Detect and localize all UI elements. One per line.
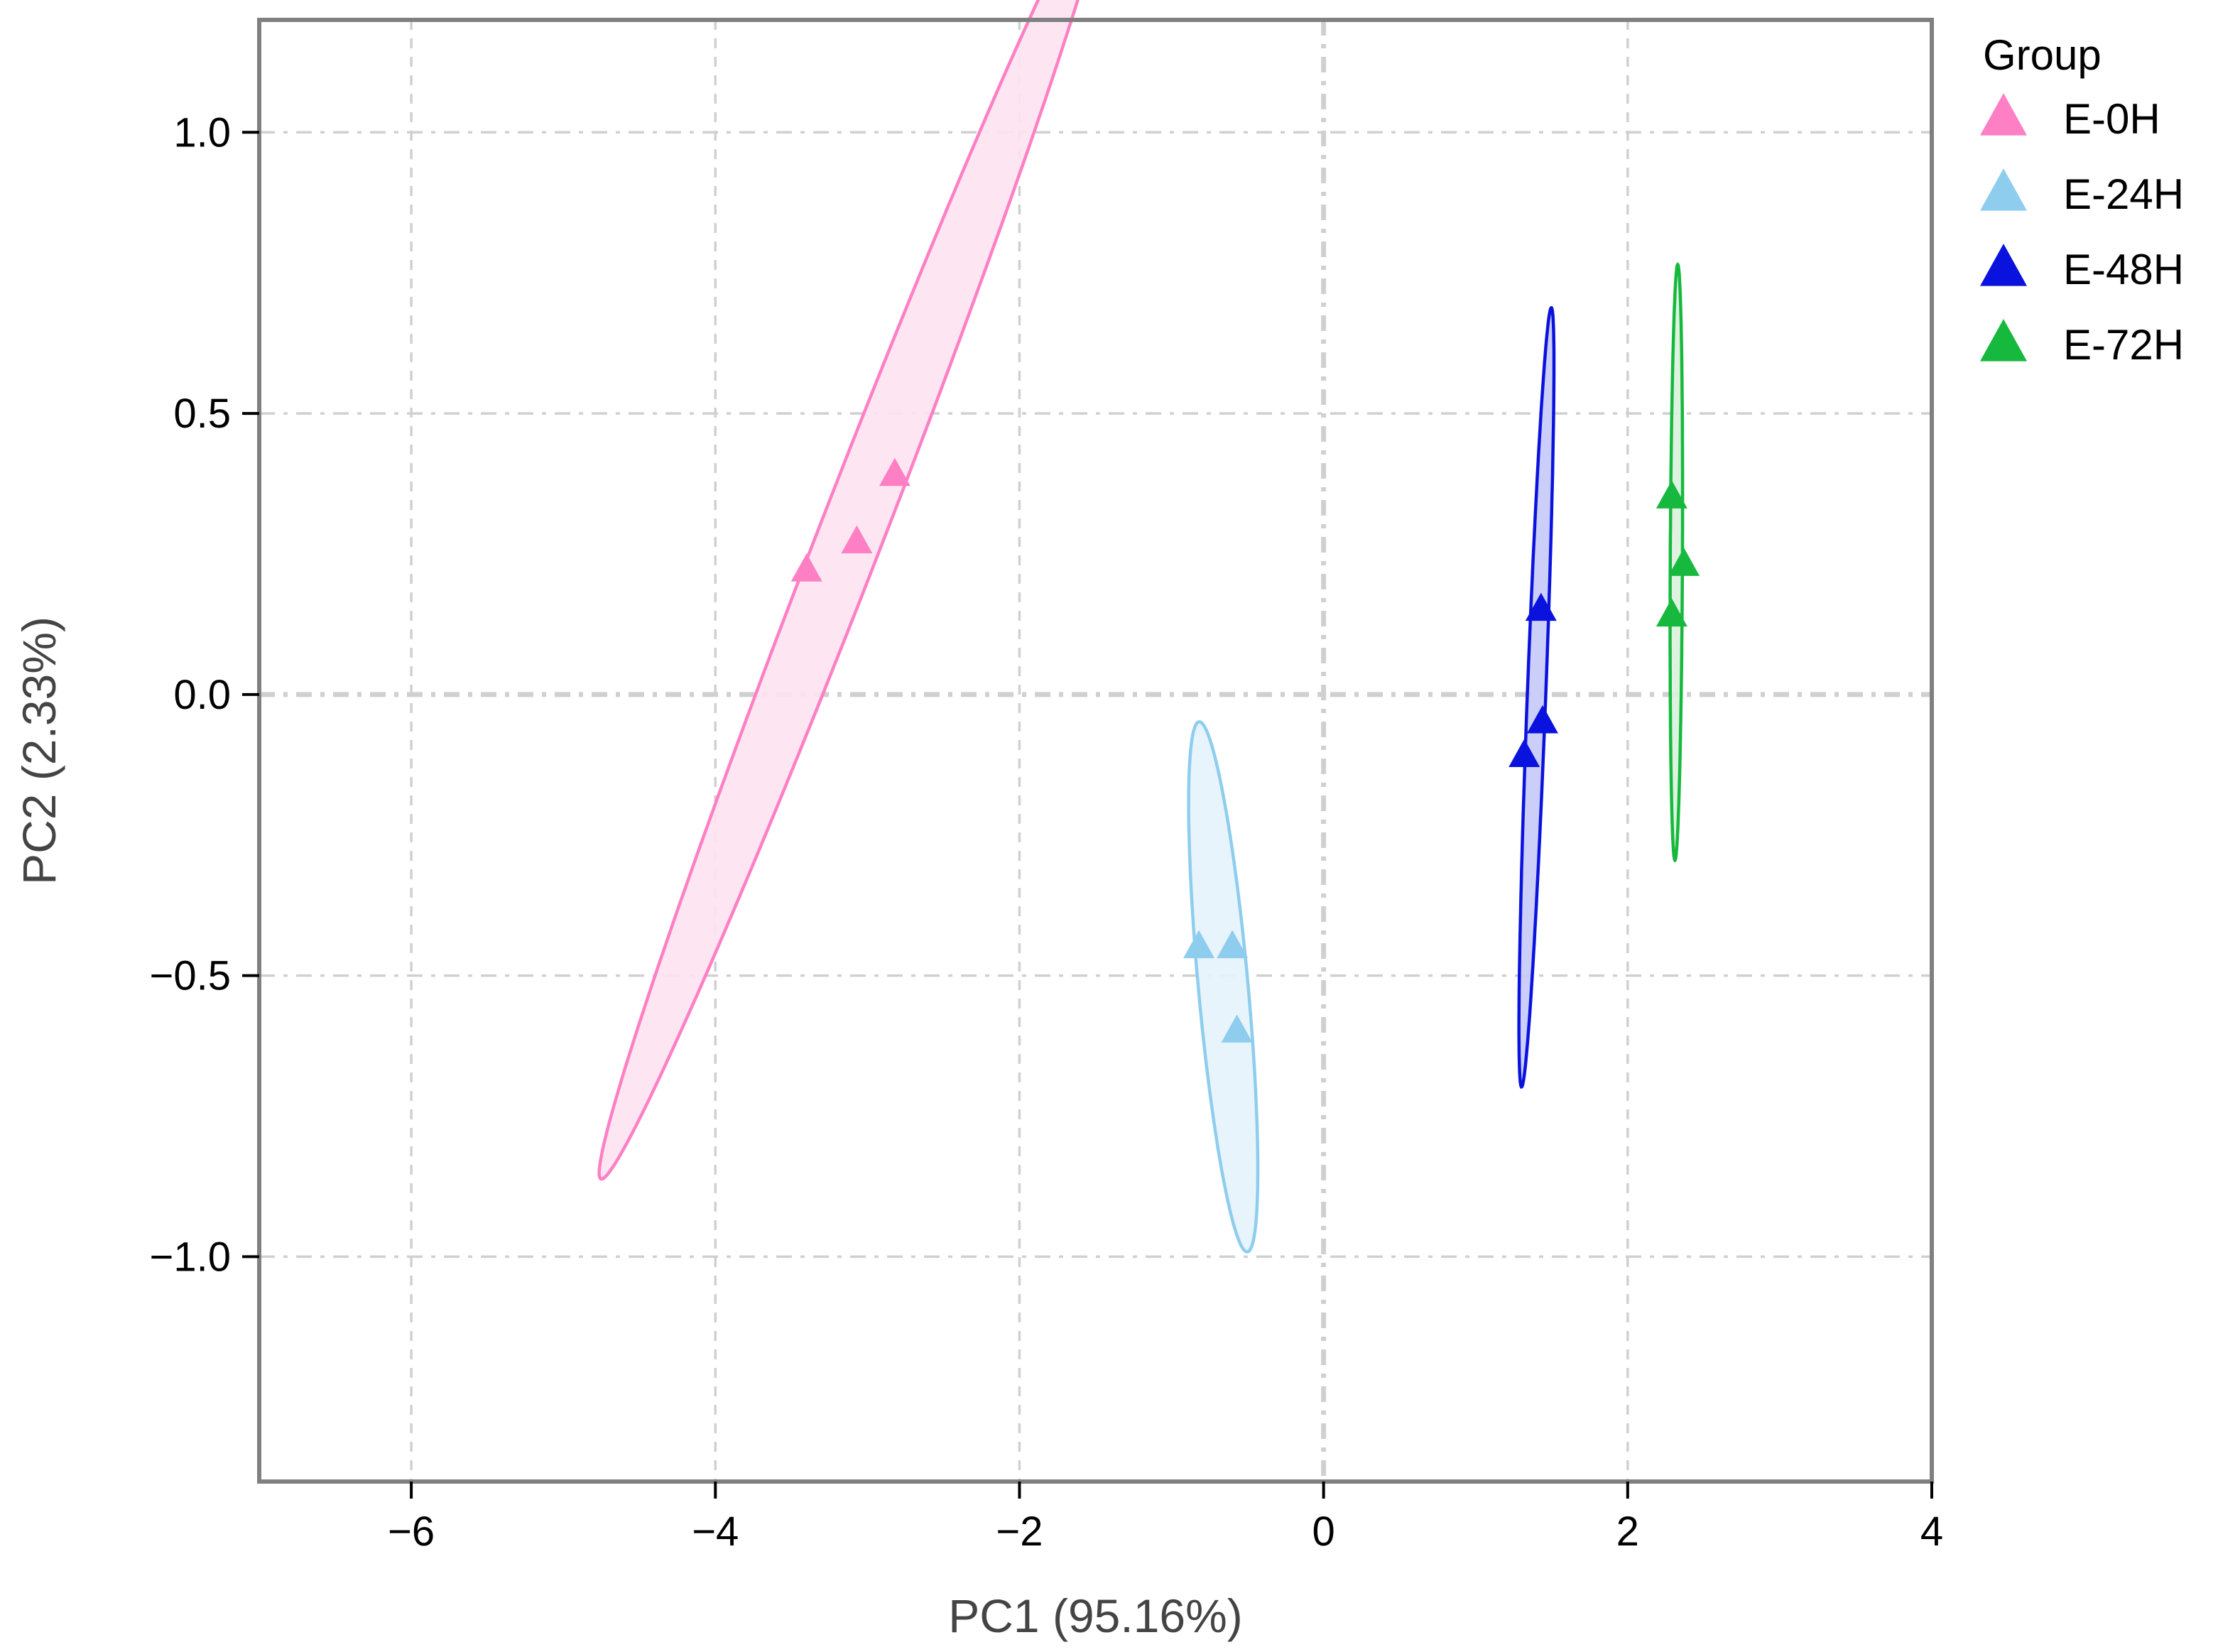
confidence-ellipses — [597, 0, 1685, 1254]
legend-label-e-48h: E-48H — [2063, 246, 2184, 293]
y-tick-label-3: 0.5 — [173, 391, 231, 437]
ellipse-e-24h — [1187, 720, 1260, 1254]
x-tick-label-4: 2 — [1616, 1509, 1639, 1555]
y-tick-label-2: 0.0 — [173, 672, 231, 718]
y-tick-label-1: −0.5 — [150, 953, 232, 999]
y-tick-label-4: 1.0 — [173, 109, 231, 156]
legend-label-e-72h: E-72H — [2063, 321, 2184, 369]
data-points — [790, 457, 1700, 1043]
x-axis-label: PC1 (95.16%) — [948, 1589, 1243, 1642]
ellipse-e-0h — [597, 0, 1080, 1181]
x-tick-label-1: −4 — [692, 1509, 739, 1555]
y-tick-label-0: −1.0 — [150, 1234, 232, 1280]
point-e-48h-1 — [1526, 705, 1558, 734]
point-e-0h-2 — [879, 457, 910, 487]
x-tick-label-3: 0 — [1312, 1509, 1335, 1555]
axis-ticks: −6 −4 −2 0 2 4 −1.0 −0.5 0.0 0.5 1.0 — [150, 109, 1944, 1555]
legend-label-e-0h: E-0H — [2063, 95, 2160, 143]
legend-title: Group — [1983, 31, 2102, 79]
x-tick-label-2: −2 — [996, 1509, 1043, 1555]
x-tick-label-5: 4 — [1920, 1509, 1943, 1555]
y-axis-label: PC2 (2.33%) — [13, 616, 65, 885]
point-e-0h-0 — [790, 553, 822, 582]
legend-marker-e-72h — [1980, 319, 2027, 362]
point-e-72h-2 — [1656, 598, 1687, 627]
point-e-72h-0 — [1656, 480, 1687, 509]
point-e-24h-2 — [1221, 1014, 1253, 1043]
plot-frame — [257, 18, 1934, 1484]
point-e-0h-1 — [841, 525, 873, 554]
legend-marker-e-48h — [1980, 244, 2027, 286]
ellipse-e-48h — [1517, 305, 1556, 1089]
legend-marker-e-24h — [1980, 168, 2027, 211]
point-e-24h-0 — [1183, 930, 1215, 959]
point-e-48h-2 — [1508, 739, 1540, 767]
point-e-48h-0 — [1525, 592, 1557, 621]
point-e-24h-1 — [1217, 930, 1249, 959]
legend-label-e-24h: E-24H — [2063, 170, 2184, 218]
point-e-72h-1 — [1668, 548, 1700, 576]
legend-marker-e-0h — [1980, 93, 2027, 136]
legend: Group E-0H E-24H E-48H E-72H — [1980, 31, 2184, 369]
x-tick-label-0: −6 — [388, 1509, 435, 1555]
